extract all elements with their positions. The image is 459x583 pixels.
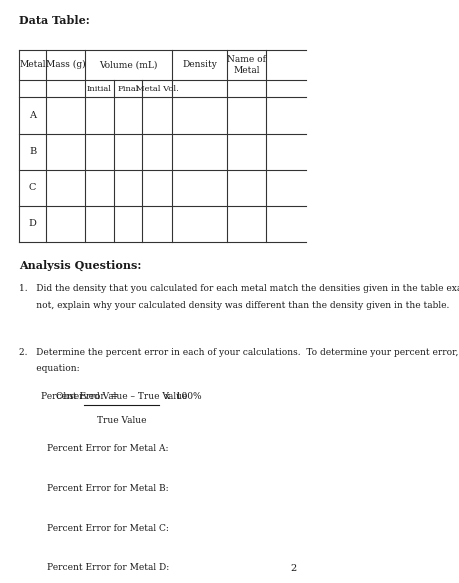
Text: Initial: Initial <box>87 85 112 93</box>
Text: Percent Error for Metal B:: Percent Error for Metal B: <box>47 484 169 493</box>
Text: Metal Vol.: Metal Vol. <box>136 85 179 93</box>
Text: 1.   Did the density that you calculated for each metal match the densities give: 1. Did the density that you calculated f… <box>19 284 459 293</box>
Text: Percent Error for Metal D:: Percent Error for Metal D: <box>47 563 169 572</box>
Text: Volume (mL): Volume (mL) <box>100 60 158 69</box>
Text: 2: 2 <box>290 564 297 573</box>
Text: Density: Density <box>182 60 217 69</box>
Text: Final: Final <box>117 85 139 93</box>
Text: Percent Error  =: Percent Error = <box>41 392 118 401</box>
Text: D: D <box>28 219 36 229</box>
Text: Percent Error for Metal C:: Percent Error for Metal C: <box>47 524 169 532</box>
Text: Observed Value – True Value: Observed Value – True Value <box>56 392 187 401</box>
Text: equation:: equation: <box>19 364 79 373</box>
Text: True Value: True Value <box>97 416 146 425</box>
Text: Name of
Metal: Name of Metal <box>227 55 266 75</box>
Text: Mass (g): Mass (g) <box>46 60 85 69</box>
Text: C: C <box>29 183 36 192</box>
Text: Percent Error for Metal A:: Percent Error for Metal A: <box>47 444 169 453</box>
Text: x  100%: x 100% <box>162 392 202 401</box>
Text: 2.   Determine the percent error in each of your calculations.  To determine you: 2. Determine the percent error in each o… <box>19 348 459 357</box>
Text: Metal: Metal <box>19 60 46 69</box>
Text: B: B <box>29 147 36 156</box>
Text: not, explain why your calculated density was different than the density given in: not, explain why your calculated density… <box>19 301 449 310</box>
Text: Analysis Questions:: Analysis Questions: <box>19 259 141 271</box>
Text: A: A <box>29 111 36 120</box>
Text: Data Table:: Data Table: <box>19 15 90 26</box>
